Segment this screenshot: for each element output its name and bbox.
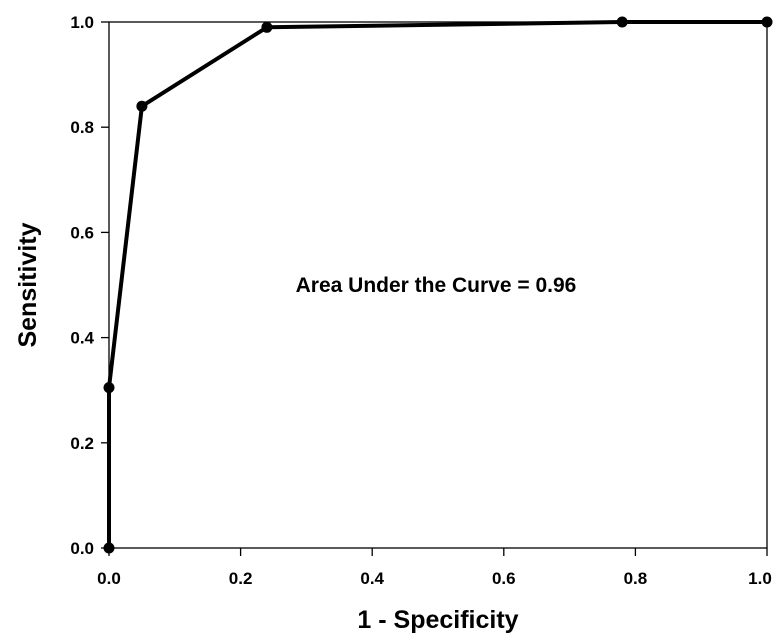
roc-point [103, 542, 115, 554]
roc-series [103, 16, 773, 554]
x-tick-label: 0.6 [492, 569, 516, 588]
x-tick-label: 0.0 [97, 569, 121, 588]
y-tick-label: 0.8 [70, 118, 94, 137]
x-tick-label: 0.8 [624, 569, 648, 588]
roc-curve-line [107, 20, 767, 548]
roc-point [761, 16, 773, 28]
roc-point [261, 21, 273, 33]
plot-area [108, 21, 768, 549]
y-axis: 0.0 0.2 0.4 0.6 0.8 1.0 [70, 13, 109, 558]
x-tick-label: 0.4 [360, 569, 384, 588]
y-axis-title: Sensitivity [14, 222, 42, 347]
auc-annotation: Area Under the Curve = 0.96 [296, 274, 577, 297]
roc-point [616, 16, 628, 28]
y-tick-label: 0.4 [70, 329, 94, 348]
y-tick-label: 0.0 [70, 539, 94, 558]
x-tick-label: 0.2 [229, 569, 253, 588]
y-tick-label: 0.6 [70, 223, 94, 242]
y-tick-label: 0.2 [70, 434, 94, 453]
x-axis: 0.0 0.2 0.4 0.6 0.8 1.0 [97, 548, 772, 588]
x-tick-label: 1.0 [748, 569, 772, 588]
y-tick-label: 1.0 [70, 13, 94, 32]
x-axis-title: 1 - Specificity [357, 606, 518, 634]
roc-point [103, 382, 115, 394]
roc-point [136, 100, 148, 112]
